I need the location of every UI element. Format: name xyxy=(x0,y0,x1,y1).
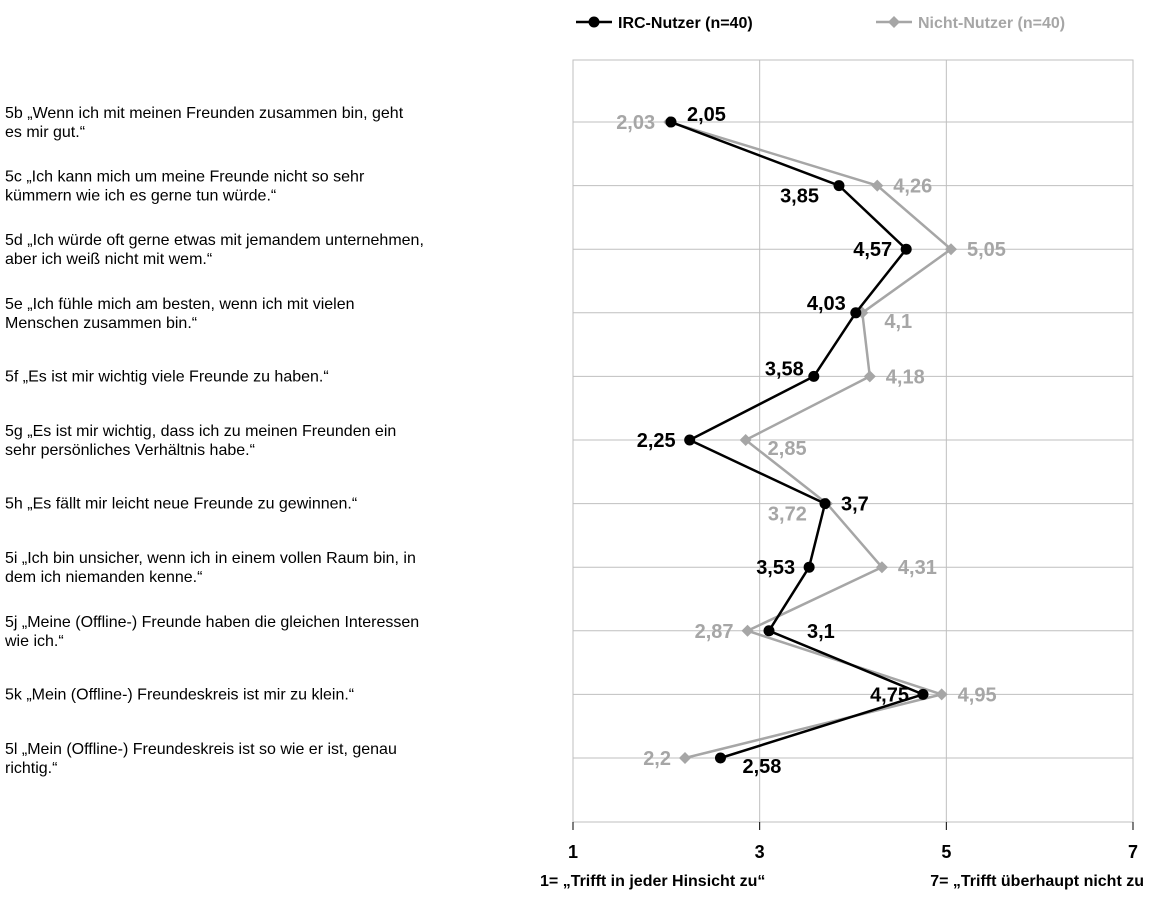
x-axis-caption-left: 1= „Trifft in jeder Hinsicht zu“ xyxy=(540,873,765,890)
data-point-marker xyxy=(714,752,726,764)
data-point-marker xyxy=(803,561,815,573)
legend: IRC-Nutzer (n=40) Nicht-Nutzer (n=40) xyxy=(576,15,1065,32)
data-label: 3,53 xyxy=(756,557,795,579)
category-label: 5l „Mein (Offline-) Freundeskreis ist so… xyxy=(5,741,397,758)
data-label: 4,1 xyxy=(884,311,912,333)
data-point-marker xyxy=(871,179,884,192)
data-label: 3,58 xyxy=(765,358,804,380)
data-point-marker xyxy=(875,561,888,574)
data-point-marker xyxy=(684,434,696,446)
data-label: 2,87 xyxy=(695,621,734,643)
category-label: sehr persönliches Verhältnis habe.“ xyxy=(5,442,255,459)
data-point-marker xyxy=(739,434,752,446)
data-point-marker xyxy=(741,624,754,637)
data-label: 2,85 xyxy=(768,438,807,460)
data-label: 3,1 xyxy=(807,621,835,643)
x-tick-label: 5 xyxy=(941,842,951,862)
data-label: 4,18 xyxy=(886,366,925,388)
category-label: 5f „Es ist mir wichtig viele Freunde zu … xyxy=(5,368,329,385)
data-point-marker xyxy=(819,498,831,510)
data-label: 2,05 xyxy=(687,104,726,126)
data-label: 4,57 xyxy=(853,239,892,261)
category-label: es mir gut.“ xyxy=(5,124,85,141)
category-label: 5h „Es fällt mir leicht neue Freunde zu … xyxy=(5,496,357,513)
category-label: 5e „Ich fühle mich am besten, wenn ich m… xyxy=(5,296,355,313)
data-label: 2,58 xyxy=(742,756,781,778)
category-label: wie ich.“ xyxy=(4,633,64,650)
category-label: kümmern wie ich es gerne tun würde.“ xyxy=(5,188,276,205)
data-point-marker xyxy=(850,307,862,319)
data-point-marker xyxy=(945,243,957,256)
legend-entry-label: Nicht-Nutzer (n=40) xyxy=(918,15,1065,32)
category-label: dem ich niemanden kenne.“ xyxy=(5,569,202,586)
data-point-marker xyxy=(679,752,691,764)
data-point-marker xyxy=(833,180,845,192)
category-label: Menschen zusammen bin.“ xyxy=(5,315,197,332)
data-point-marker xyxy=(935,688,948,701)
x-axis: 1 3 5 7 1= „Trifft in jeder Hinsicht zu“ 7= „… xyxy=(540,822,1144,890)
data-label: 5,05 xyxy=(967,239,1006,261)
plot-area-border xyxy=(572,59,1134,823)
category-label: richtig.“ xyxy=(5,760,57,777)
category-labels: 5b „Wenn ich mit meinen Freunden zusamme… xyxy=(4,105,424,777)
legend-entry-label: IRC-Nutzer (n=40) xyxy=(618,15,753,32)
gridlines xyxy=(572,60,1134,822)
legend-marker xyxy=(888,16,900,28)
data-label: 3,85 xyxy=(780,186,819,208)
data-label: 4,26 xyxy=(893,176,932,198)
series xyxy=(663,116,957,764)
category-label: 5b „Wenn ich mit meinen Freunden zusamme… xyxy=(5,105,404,122)
data-point-marker xyxy=(808,370,820,382)
data-label: 4,03 xyxy=(807,293,846,315)
x-tick-label: 3 xyxy=(755,842,765,862)
category-label: 5d „Ich würde oft gerne etwas mit jemand… xyxy=(5,232,424,249)
data-labels: 2,03 4,26 5,05 4,1 4,18 2,85 3,72 4,31 2,87 4,95 2… xyxy=(616,104,1006,778)
data-point-marker xyxy=(665,116,677,128)
data-label: 3,72 xyxy=(768,504,807,526)
data-label: 4,75 xyxy=(870,684,909,706)
category-label: aber ich weiß nicht mit wem.“ xyxy=(5,251,212,268)
data-label: 2,2 xyxy=(643,748,671,770)
category-label: 5i „Ich bin unsicher, wenn ich in einem … xyxy=(5,550,416,567)
data-point-marker xyxy=(763,625,775,637)
data-point-marker xyxy=(863,370,876,383)
category-label: 5j „Meine (Offline-) Freunde haben die g… xyxy=(5,614,419,631)
data-label: 4,31 xyxy=(898,557,937,579)
x-axis-caption-right: 7= „Trifft überhaupt nicht zu xyxy=(930,873,1144,890)
data-point-marker xyxy=(900,243,912,255)
category-label: 5c „Ich kann mich um meine Freunde nicht… xyxy=(5,169,365,186)
data-point-marker xyxy=(917,688,929,700)
x-tick-label: 1 xyxy=(568,842,578,862)
data-label: 4,95 xyxy=(958,684,997,706)
category-label: 5g „Es ist mir wichtig, dass ich zu mein… xyxy=(5,423,396,440)
data-label: 2,25 xyxy=(637,430,676,452)
category-label: 5k „Mein (Offline-) Freundeskreis ist mi… xyxy=(5,686,354,703)
x-tick-label: 7 xyxy=(1128,842,1138,862)
data-label: 2,03 xyxy=(616,112,655,134)
data-label: 3,7 xyxy=(841,494,869,516)
legend-marker xyxy=(588,16,600,28)
